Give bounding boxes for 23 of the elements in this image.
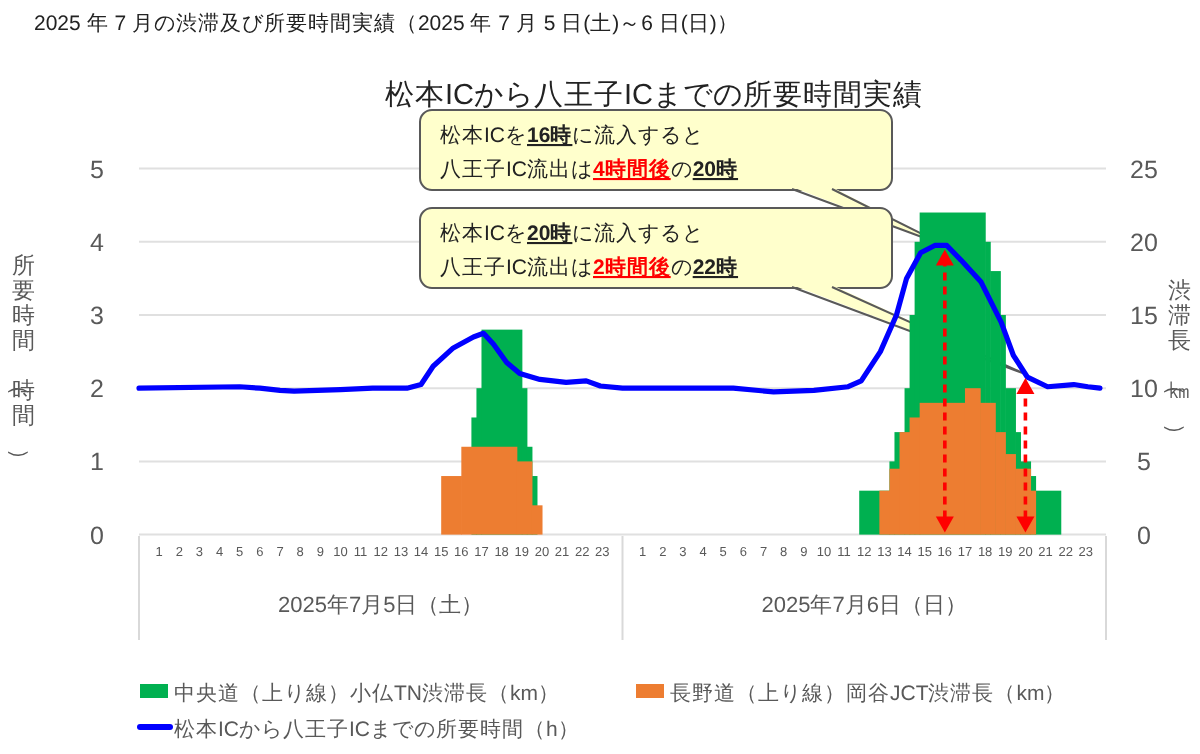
- y-tick-label: 5: [90, 155, 105, 184]
- y2-axis-title: 渋滞長（㎞）: [1162, 277, 1192, 447]
- text: 2025年7月6日（日）: [761, 594, 967, 618]
- text: 2025年7月5日（土）: [278, 592, 484, 618]
- y-tick-label: 2: [90, 375, 105, 404]
- legend-label: 中央道（上り線）小仏TN渋滞長（km）: [174, 680, 560, 706]
- annotation: 八王子IC流出は4時間後の20時: [440, 156, 739, 182]
- legend-label: 松本ICから八王子ICまでの所要時間（h）: [174, 716, 580, 742]
- chart-title: 松本ICから八王子ICまでの所要時間実績: [385, 78, 923, 112]
- y-tick-label: 3: [90, 302, 105, 330]
- y-tick-label: 0: [90, 521, 105, 550]
- y2-tick-label: 20: [1130, 228, 1158, 257]
- y2-tick-label: 10: [1130, 375, 1158, 404]
- y2-tick-label: 25: [1130, 155, 1158, 184]
- annotation: 八王子IC流出は2時間後の22時: [440, 254, 739, 280]
- y-tick-label: 4: [90, 228, 105, 257]
- y2-tick-label: 5: [1137, 448, 1152, 477]
- y2-tick-label: 0: [1137, 521, 1152, 550]
- text: 2025 年 7 月の渋滞及び所要時間実績（2025 年 7 月 5 日(土)～6 日(日)）: [34, 10, 739, 36]
- y2-tick-label: 15: [1130, 302, 1158, 330]
- annotation: 松本ICを20時に流入すると: [440, 220, 705, 246]
- y-tick-label: 1: [90, 448, 105, 477]
- legend-label: 長野道（上り線）岡谷JCT渋滞長（km）: [670, 680, 1067, 706]
